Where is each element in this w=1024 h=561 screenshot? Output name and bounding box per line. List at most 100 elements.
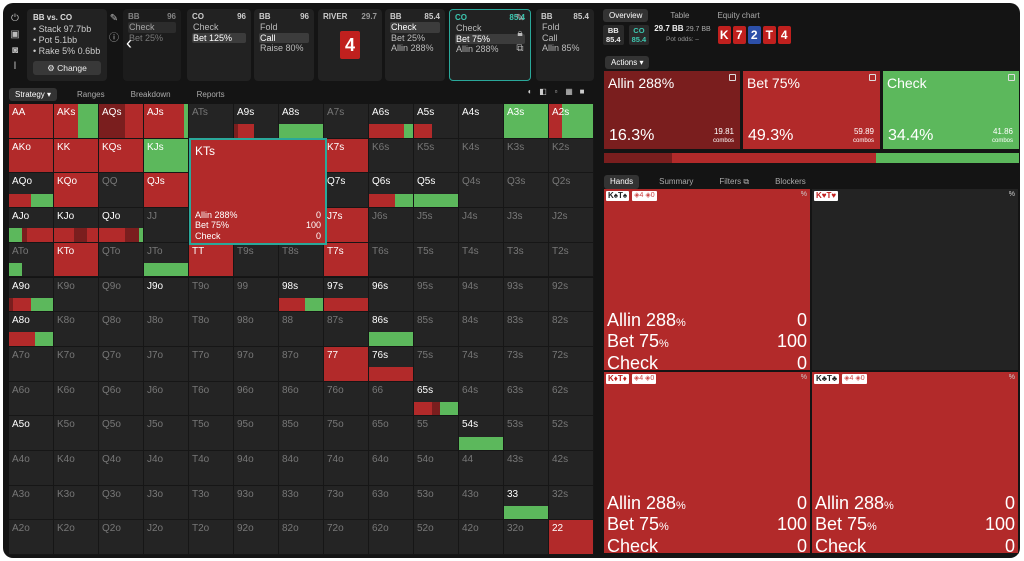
decision-card[interactable]: BB 85.4 Fold Call Allin 85%	[536, 9, 594, 81]
range-cell[interactable]: 62s	[549, 381, 594, 417]
range-cell[interactable]: 73o	[324, 485, 369, 521]
range-cell[interactable]: J5o	[144, 416, 189, 451]
range-cell[interactable]: 84s	[459, 312, 504, 347]
range-cell[interactable]: KQs	[99, 138, 144, 174]
range-cell[interactable]: QJs	[144, 173, 189, 209]
range-cell[interactable]: 74s	[459, 346, 504, 382]
range-cell[interactable]: AA	[9, 104, 54, 139]
range-cell[interactable]: 42o	[459, 520, 504, 556]
hand-combo-box[interactable]: K♣T♣ ◈4 ◈0% Allin 288% 0 Bet 75% 100 Check 0	[812, 372, 1019, 554]
tab-equity-chart[interactable]: Equity chart	[717, 11, 760, 20]
decision-option[interactable]: Check	[193, 22, 219, 32]
actions-dropdown[interactable]: Actions ▾	[605, 56, 650, 69]
range-cell[interactable]: T3s	[504, 242, 549, 278]
range-cell[interactable]: K2o	[54, 520, 99, 556]
range-cell[interactable]: 72o	[324, 520, 369, 556]
range-cell[interactable]: 76s	[369, 346, 414, 382]
range-cell[interactable]: ATo	[9, 242, 54, 278]
range-cell[interactable]: Q4o	[99, 451, 144, 486]
decision-option[interactable]: Bet 125%	[192, 32, 246, 44]
decision-option[interactable]: Allin 288%	[456, 44, 499, 55]
range-cell[interactable]: A3s	[504, 104, 549, 139]
decision-option[interactable]: Check	[456, 23, 482, 33]
range-cell[interactable]: K4s	[459, 138, 504, 174]
range-cell[interactable]: AQs	[99, 104, 144, 139]
range-cell[interactable]: 96s	[369, 277, 414, 313]
range-cell[interactable]: J4s	[459, 208, 504, 243]
range-cell[interactable]: 65s	[414, 381, 459, 417]
range-cell[interactable]: 98s	[279, 277, 324, 313]
change-button[interactable]: ⚙ Change	[33, 61, 101, 75]
range-cell[interactable]: 32o	[504, 520, 549, 556]
range-cell[interactable]: 64o	[369, 451, 414, 486]
range-cell[interactable]: 93o	[234, 485, 279, 521]
range-cell[interactable]: 98o	[234, 312, 279, 347]
range-cell[interactable]: J2o	[144, 520, 189, 556]
pencil-icon[interactable]: ✎	[515, 13, 525, 24]
range-cell[interactable]: JJ	[144, 208, 189, 243]
range-cell[interactable]: 94o	[234, 451, 279, 486]
range-cell[interactable]: J3o	[144, 485, 189, 521]
range-cell[interactable]: J4o	[144, 451, 189, 486]
color-mode-icon[interactable]: ◐	[527, 87, 533, 96]
range-cell[interactable]: AKo	[9, 138, 54, 174]
grid-small-icon[interactable]: ▫	[554, 87, 558, 96]
range-cell[interactable]: K9o	[54, 277, 99, 313]
tab-breakdown[interactable]: Breakdown	[130, 89, 171, 99]
range-cell[interactable]: TT	[189, 242, 234, 278]
range-cell[interactable]: T8s	[279, 242, 324, 278]
range-cell[interactable]: 92o	[234, 520, 279, 556]
range-cell[interactable]: 65o	[369, 416, 414, 451]
save-icon[interactable]: ▣	[10, 29, 20, 40]
decision-option[interactable]: Check	[390, 22, 440, 33]
range-cell[interactable]: KQo	[54, 173, 99, 209]
range-cell[interactable]: Q7s	[324, 173, 369, 209]
range-cell[interactable]: Q9o	[99, 277, 144, 313]
range-cell[interactable]: T2o	[189, 520, 234, 556]
grid-icon[interactable]: ▦	[565, 87, 573, 96]
range-cell[interactable]: AQo	[9, 173, 54, 209]
range-cell[interactable]: 84o	[279, 451, 324, 486]
range-cell[interactable]: T2s	[549, 242, 594, 278]
expand-icon[interactable]	[869, 74, 876, 81]
range-cell[interactable]: 63s	[504, 381, 549, 417]
tab-filters[interactable]: Filters ⧉	[719, 177, 750, 186]
expand-icon[interactable]	[1008, 74, 1015, 81]
range-cell[interactable]: 22	[549, 520, 594, 556]
range-cell[interactable]: A9o	[9, 277, 54, 313]
decision-option[interactable]: Fold	[260, 22, 278, 32]
range-cell[interactable]: Q5o	[99, 416, 144, 451]
range-cell[interactable]: A4o	[9, 451, 54, 486]
range-cell[interactable]: 85s	[414, 312, 459, 347]
range-cell[interactable]: A8o	[9, 312, 54, 347]
decision-option[interactable]: Allin 85%	[542, 43, 580, 54]
range-cell[interactable]: 63o	[369, 485, 414, 521]
text-cursor-icon[interactable]: Ⅰ	[13, 61, 17, 72]
range-cell[interactable]: A5s	[414, 104, 459, 139]
range-cell[interactable]: Q8o	[99, 312, 144, 347]
range-cell[interactable]: J7o	[144, 346, 189, 382]
decision-card[interactable]: CO 85.4 Check Bet 75% Allin 288%	[449, 9, 531, 81]
tab-strategy[interactable]: Strategy ▾	[9, 87, 58, 101]
range-cell[interactable]: 54o	[414, 451, 459, 486]
action-box[interactable]: Bet 75% 49.3% 59.89 combos	[743, 71, 880, 149]
range-cell[interactable]: A2o	[9, 520, 54, 556]
range-cell[interactable]: A4s	[459, 104, 504, 139]
range-cell[interactable]: KJs	[144, 138, 189, 174]
range-cell[interactable]: K8o	[54, 312, 99, 347]
range-cell[interactable]: T6o	[189, 381, 234, 417]
range-cell[interactable]: QQ	[99, 173, 144, 209]
range-cell[interactable]: KK	[54, 138, 99, 174]
decision-option[interactable]: Fold	[542, 22, 560, 32]
range-cell[interactable]: K7o	[54, 346, 99, 382]
range-cell[interactable]: A2s	[549, 104, 594, 139]
range-cell[interactable]: J6o	[144, 381, 189, 417]
range-cell[interactable]: J8o	[144, 312, 189, 347]
info-icon[interactable]: ⓘ	[109, 33, 119, 44]
range-cell[interactable]: 86s	[369, 312, 414, 347]
pencil-icon[interactable]: ✎	[109, 13, 119, 24]
range-cell[interactable]: 53s	[504, 416, 549, 451]
range-cell[interactable]: 43s	[504, 451, 549, 486]
range-cell[interactable]: Q2o	[99, 520, 144, 556]
range-cell[interactable]: 86o	[279, 381, 324, 417]
